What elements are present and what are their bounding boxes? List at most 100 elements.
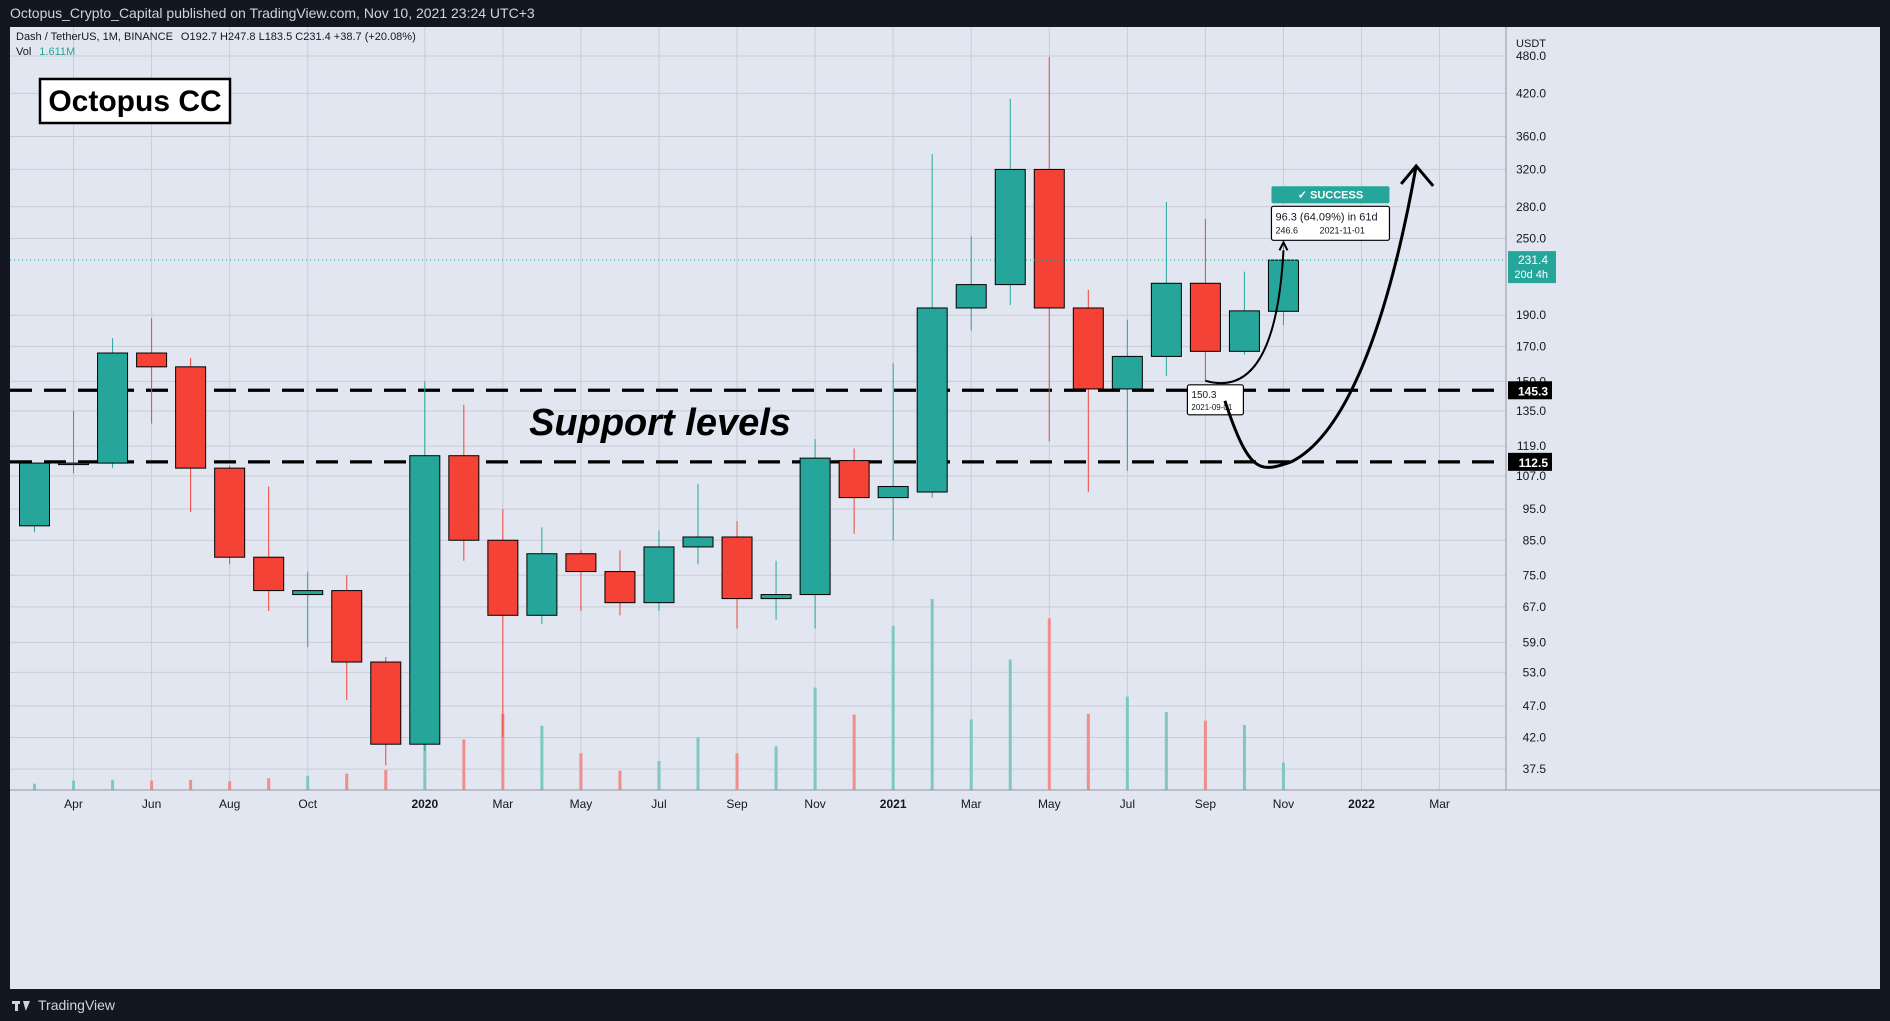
- price-tick-label: 480.0: [1516, 49, 1546, 63]
- volume-bar: [1047, 618, 1051, 790]
- price-tick-label: 37.5: [1523, 762, 1547, 776]
- tradingview-logo[interactable]: TradingView: [12, 993, 115, 1017]
- support-annotation: Support levels: [529, 402, 791, 444]
- time-tick-label: Jun: [142, 797, 161, 811]
- price-tick-label: 420.0: [1516, 86, 1546, 100]
- current-price-tag: [1508, 251, 1556, 284]
- volume-bar: [423, 730, 427, 790]
- price-tick-label: 75.0: [1523, 568, 1547, 582]
- footer: TradingView: [0, 989, 1890, 1021]
- candle-body: [409, 455, 441, 745]
- measure-status-text: ✓ SUCCESS: [1298, 189, 1363, 201]
- price-tick-label: 95.0: [1523, 502, 1547, 516]
- measure-price: 246.6: [1275, 225, 1298, 235]
- candle-body: [916, 307, 948, 493]
- time-tick-label: Sep: [726, 797, 748, 811]
- volume-bar: [384, 769, 388, 790]
- support-price-tag: [1508, 452, 1552, 471]
- volume-bar: [1281, 762, 1285, 790]
- price-tick-label: 107.0: [1516, 469, 1546, 483]
- volume-bar: [501, 713, 505, 790]
- support-price-text: 145.3: [1518, 384, 1548, 398]
- measure-date: 2021-11-01: [1319, 225, 1364, 235]
- measure-arrowhead: [1278, 240, 1289, 251]
- current-price-text: 231.4: [1518, 253, 1548, 267]
- volume-bar: [1164, 712, 1168, 790]
- candle-body: [799, 457, 831, 596]
- chart-frame[interactable]: ✓ SUCCESS 96.3 (64.09%) in 61d 246.6 2021-1…: [10, 27, 1880, 989]
- watermark-box: [38, 77, 232, 125]
- volume-bar: [1086, 713, 1090, 790]
- time-tick-label: May: [1038, 797, 1061, 811]
- volume-bar: [267, 778, 271, 790]
- volume-bar: [657, 761, 661, 790]
- candle-body: [1072, 307, 1104, 390]
- candle-body: [760, 594, 792, 600]
- time-tick-label: Aug: [219, 797, 240, 811]
- price-tick-label: 250.0: [1516, 231, 1546, 245]
- candle-body: [487, 539, 519, 616]
- candlestick-chart[interactable]: ✓ SUCCESS 96.3 (64.09%) in 61d 246.6 2021-1…: [10, 27, 1880, 989]
- candle-body: [955, 284, 987, 309]
- volume-bar: [618, 770, 622, 790]
- candle-body: [565, 553, 597, 573]
- price-tick-label: 47.0: [1523, 699, 1547, 713]
- volume-bar: [735, 753, 739, 790]
- support-lines: [10, 388, 1506, 464]
- volume-bar: [189, 779, 193, 790]
- projection-arrowhead: [1400, 163, 1435, 187]
- volume-histogram: [33, 598, 1285, 790]
- time-tick-label: 2022: [1348, 797, 1375, 811]
- candle-body: [331, 590, 363, 663]
- volume-bar: [774, 746, 778, 790]
- volume-bar: [33, 783, 36, 790]
- volume-bar: [540, 725, 544, 790]
- candle-body: [721, 536, 753, 600]
- time-tick-label: Jul: [1120, 797, 1135, 811]
- volume-bar: [228, 781, 232, 790]
- candle-body: [1228, 310, 1260, 352]
- candle-body: [292, 590, 324, 596]
- price-tick-label: 280.0: [1516, 200, 1546, 214]
- volume-bar: [1008, 659, 1012, 790]
- measure-status-badge: [1271, 186, 1390, 204]
- candle-body: [370, 661, 402, 745]
- price-tick-label: 190.0: [1516, 308, 1546, 322]
- price-tick-label: 59.0: [1523, 635, 1547, 649]
- volume-bar: [1125, 696, 1129, 790]
- volume-bar: [72, 780, 76, 790]
- axes: 37.5 42.0 47.0 53.0 59.0 67.0 75.0 85.0 95.0 107.…: [10, 27, 1880, 989]
- candle-body: [1111, 355, 1143, 390]
- candle-body: [58, 462, 90, 466]
- candle-body: [1189, 282, 1221, 352]
- support-price-tag: [1508, 381, 1552, 400]
- candle-body: [136, 352, 168, 368]
- watermark-text: Octopus CC: [48, 85, 221, 118]
- candle-body: [175, 366, 207, 469]
- time-tick-label: Nov: [1273, 797, 1294, 811]
- price-tick-label: 360.0: [1516, 129, 1546, 143]
- volume-bar: [930, 598, 934, 790]
- candle-body: [1150, 282, 1182, 357]
- measure-from-price: 150.3: [1191, 390, 1216, 401]
- price-tick-label: 119.0: [1517, 439, 1546, 453]
- time-tick-label: Nov: [804, 797, 825, 811]
- candle-body: [448, 455, 480, 541]
- price-tick-label: 85.0: [1523, 533, 1547, 547]
- tradingview-logo-icon: [12, 998, 32, 1012]
- publisher-header: Octopus_Crypto_Capital published on Trad…: [0, 0, 1890, 27]
- time-tick-label: Jul: [651, 797, 666, 811]
- projection-curve: [1223, 165, 1418, 469]
- volume-bar: [462, 739, 466, 790]
- candles: [19, 57, 1299, 766]
- volume-bar: [852, 714, 856, 790]
- volume-bar: [813, 687, 817, 790]
- volume-bar: [696, 737, 700, 790]
- volume-bar: [579, 753, 583, 790]
- support-price-text: 112.5: [1519, 456, 1549, 470]
- price-tick-label: 135.0: [1516, 404, 1546, 418]
- measure-from-box: [1186, 384, 1245, 416]
- footer-brand: TradingView: [38, 997, 116, 1013]
- candle-body: [526, 553, 558, 616]
- candle-body: [1033, 168, 1065, 309]
